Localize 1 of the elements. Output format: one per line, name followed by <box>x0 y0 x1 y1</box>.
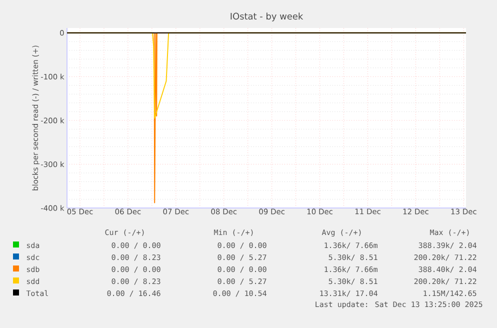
chart-title: IOstat - by week <box>230 12 304 22</box>
